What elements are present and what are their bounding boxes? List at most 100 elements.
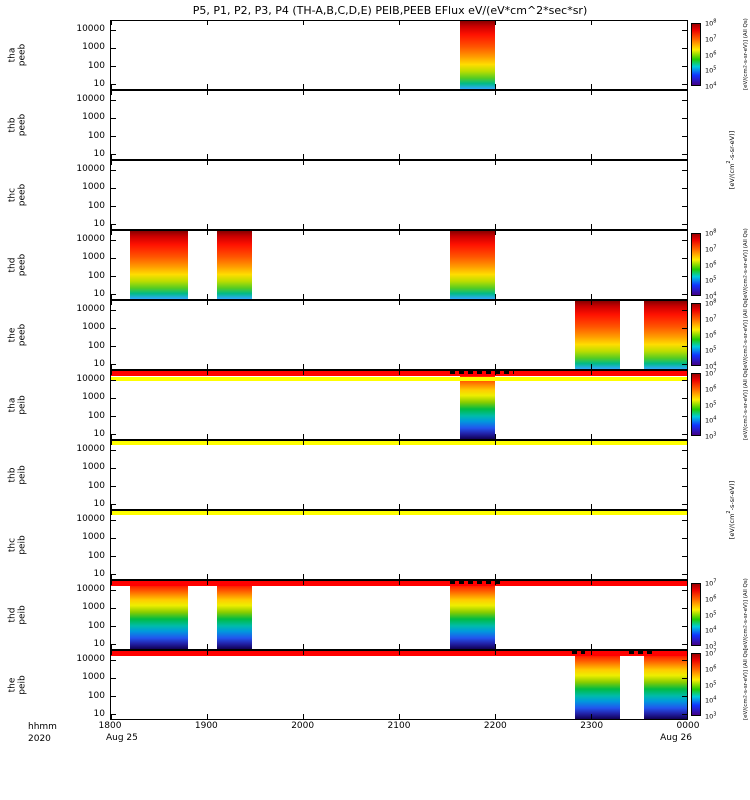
panel-label-tha-peeb: tha peeb <box>0 20 36 90</box>
x-tick <box>687 154 688 159</box>
panel-label-text: thb peeb <box>7 113 28 137</box>
y-tick <box>111 65 116 67</box>
colorbar-tick-label: 105 <box>705 609 717 620</box>
panel-the-peeb: the peeb 10000 1000 100 10 108 107 106 105 104 [eV… <box>0 298 750 370</box>
x-tick <box>111 294 112 299</box>
x-tick <box>303 84 304 89</box>
x-tick <box>111 84 112 89</box>
y-tick-label: 1000 <box>82 602 105 613</box>
y-tick-label: 1000 <box>82 322 105 333</box>
x-tick <box>111 644 112 649</box>
y-tick-label: 100 <box>87 550 105 561</box>
panel-thc-peeb: thc peeb 10000 1000 100 10 <box>0 160 750 230</box>
y-tick <box>682 379 687 381</box>
x-tick <box>111 231 112 235</box>
colorbar-tick-label: 107 <box>705 34 717 44</box>
x-tick <box>207 371 208 375</box>
x-tick <box>495 651 496 655</box>
y-tick <box>111 117 116 119</box>
colorbar-tick-label: 106 <box>705 594 717 604</box>
x-tick <box>687 91 688 95</box>
x-tick <box>303 504 304 509</box>
y-tick <box>682 117 687 119</box>
y-tick-label: 100 <box>87 480 105 491</box>
spectrogram-burst <box>459 21 495 89</box>
panel-tha-peeb: tha peeb 10000 1000 100 10 108 107 106 105 104 [eV… <box>0 18 750 90</box>
colorbar-tick-label: 103 <box>705 641 717 651</box>
x-tick-label: 0000 <box>676 721 700 731</box>
y-tick-label: 10 <box>93 499 105 510</box>
saturation-band <box>111 377 687 381</box>
colorbar-tick-label: 104 <box>705 625 717 635</box>
x-tick <box>591 154 592 159</box>
x-tick <box>207 301 208 305</box>
x-tick <box>111 581 112 585</box>
x-tick <box>399 511 400 515</box>
x-tick <box>399 651 400 655</box>
y-tick-label: 10 <box>93 289 105 300</box>
spectrogram-burst <box>643 301 687 369</box>
y-tick-label: 10 <box>93 639 105 650</box>
colorbar-unit-label: [eV/(cm 2 -s-sr-eV)] (All Qs) <box>743 368 749 440</box>
y-tick-label: 10000 <box>76 23 105 34</box>
x-tick <box>687 644 688 649</box>
x-tick <box>495 21 496 25</box>
x-axis-unit-label: hhmm <box>28 722 57 732</box>
panel-tha-peib: tha peib 10000 1000 100 10 107 106 105 104 103 [eV… <box>0 368 750 440</box>
colorbar-tick-labels: 107 106 105 104 103 <box>705 578 727 650</box>
x-tick <box>399 91 400 95</box>
y-tick <box>111 187 116 189</box>
y-tick <box>111 257 116 259</box>
colorbar-tick-label: 108 <box>705 18 717 28</box>
plot-area-thb-peib <box>110 440 688 510</box>
y-tick <box>682 257 687 259</box>
spectrogram-burst <box>130 231 188 299</box>
x-tick <box>111 511 112 515</box>
colorbar-tick-label: 104 <box>705 291 717 301</box>
x-tick <box>495 434 496 439</box>
x-tick <box>687 301 688 305</box>
colorbar-tick-label: 105 <box>705 65 717 75</box>
colorbar-tick-labels: 108 107 106 105 104 <box>705 18 727 90</box>
y-tick-label: 100 <box>87 270 105 281</box>
x-tick <box>303 644 304 649</box>
x-tick <box>399 364 400 369</box>
colorbar-tick-label: 106 <box>705 664 717 674</box>
y-tick <box>111 345 116 347</box>
y-tick <box>682 415 687 417</box>
y-tick-label: 10 <box>93 709 105 720</box>
plot-area-thc-peib <box>110 510 688 580</box>
y-tick-label: 1000 <box>82 112 105 123</box>
colorbar-unit-label: [eV/(cm 2 -s-sr-eV)] (All Qs) <box>743 298 749 370</box>
x-tick <box>591 651 592 655</box>
x-tick <box>495 644 496 649</box>
plot-area-thc-peeb <box>110 160 688 230</box>
y-tick <box>682 503 687 505</box>
x-tick <box>591 161 592 165</box>
y-tick-label: 1000 <box>82 672 105 683</box>
x-tick <box>495 294 496 299</box>
x-tick <box>111 224 112 229</box>
x-tick <box>687 511 688 515</box>
x-date-end: Aug 26 <box>660 733 692 743</box>
panel-thc-peib: thc peib 10000 1000 100 10 <box>0 510 750 580</box>
y-tick <box>682 625 687 627</box>
y-tick <box>682 677 687 679</box>
spectrogram-burst <box>130 581 188 649</box>
x-tick <box>591 441 592 445</box>
x-tick <box>399 644 400 649</box>
panel-thb-peeb: thb peeb 10000 1000 100 10 <box>0 90 750 160</box>
x-tick <box>495 511 496 515</box>
x-tick <box>591 371 592 375</box>
x-axis-year: 2020 <box>28 734 51 745</box>
colorbar-tick-labels: 108 107 106 105 104 <box>705 298 727 370</box>
y-tick <box>682 519 687 521</box>
y-tick <box>111 433 116 435</box>
y-tick <box>111 397 116 399</box>
panel-label-text: the peeb <box>7 323 28 347</box>
y-tick <box>682 47 687 49</box>
x-axis-unit-block: hhmm 2020 <box>0 720 110 754</box>
colorbar-tick-label: 106 <box>705 259 717 270</box>
x-tick <box>687 574 688 579</box>
